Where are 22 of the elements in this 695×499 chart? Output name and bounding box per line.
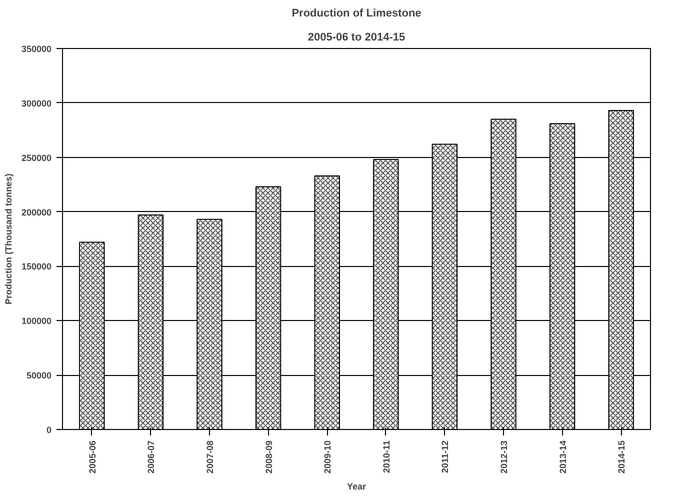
y-tick-label: 150000 [21, 262, 52, 272]
y-tick-label: 200000 [21, 207, 52, 218]
x-tick-label: 2014-15 [616, 440, 627, 474]
x-tick-label: 2013-14 [558, 440, 568, 474]
y-axis-title: Production (Thousand tonnes) [3, 173, 14, 304]
x-tick-label: 2008-09 [264, 440, 274, 474]
y-tick-label: 50000 [26, 370, 52, 381]
y-tick-label: 250000 [21, 152, 52, 163]
x-tick-label: 2012-13 [499, 440, 509, 474]
y-tick-label: 100000 [21, 316, 52, 326]
y-tick-label: 300000 [21, 98, 52, 108]
x-tick-label: 2009-10 [322, 440, 333, 474]
x-tick-label: 2007-08 [205, 440, 215, 474]
x-tick-label: 2006-07 [146, 440, 156, 474]
y-tick-label: 350000 [21, 44, 52, 54]
x-tick-label: 2005-06 [87, 440, 98, 474]
x-tick-label: 2011-12 [440, 440, 450, 474]
y-tick-label: 0 [46, 425, 52, 435]
x-axis-title: Year [346, 482, 367, 492]
x-tick-label: 2010-11 [381, 440, 392, 474]
chart-title: Production of Limestone [292, 8, 422, 20]
chart-subtitle: 2005-06 to 2014-15 [308, 32, 406, 44]
